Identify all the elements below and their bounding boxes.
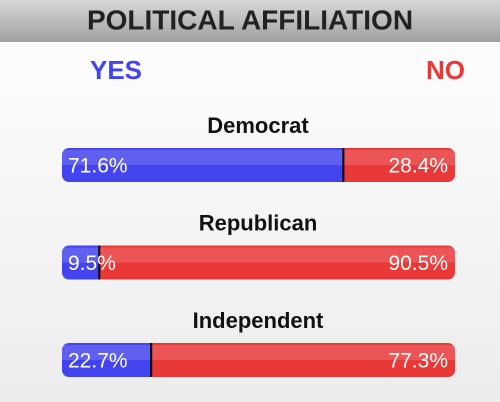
value-label: 71.6% <box>68 155 128 178</box>
bar-shine <box>62 150 455 165</box>
category-label: Republican <box>199 210 318 235</box>
bar-segment <box>151 343 455 377</box>
value-label: 77.3% <box>388 350 448 373</box>
bar-shine <box>62 345 455 360</box>
value-label: 90.5% <box>388 252 448 275</box>
bar-segment <box>62 343 152 377</box>
value-label: 9.5% <box>68 252 116 275</box>
bar-segment <box>62 148 344 182</box>
value-label: 28.4% <box>388 155 448 178</box>
bar-segment <box>62 245 100 280</box>
value-label: 22.7% <box>68 350 128 373</box>
legend-label: NO <box>426 55 465 85</box>
category-label: Independent <box>193 308 324 333</box>
category-label: Democrat <box>207 113 309 138</box>
bar-segment <box>99 245 455 280</box>
bar-shine <box>62 247 455 263</box>
legend-label: YES <box>90 55 142 85</box>
header-bar <box>0 0 500 42</box>
chart-title: POLITICAL AFFILIATION <box>87 4 413 35</box>
bar-segment <box>343 148 455 182</box>
